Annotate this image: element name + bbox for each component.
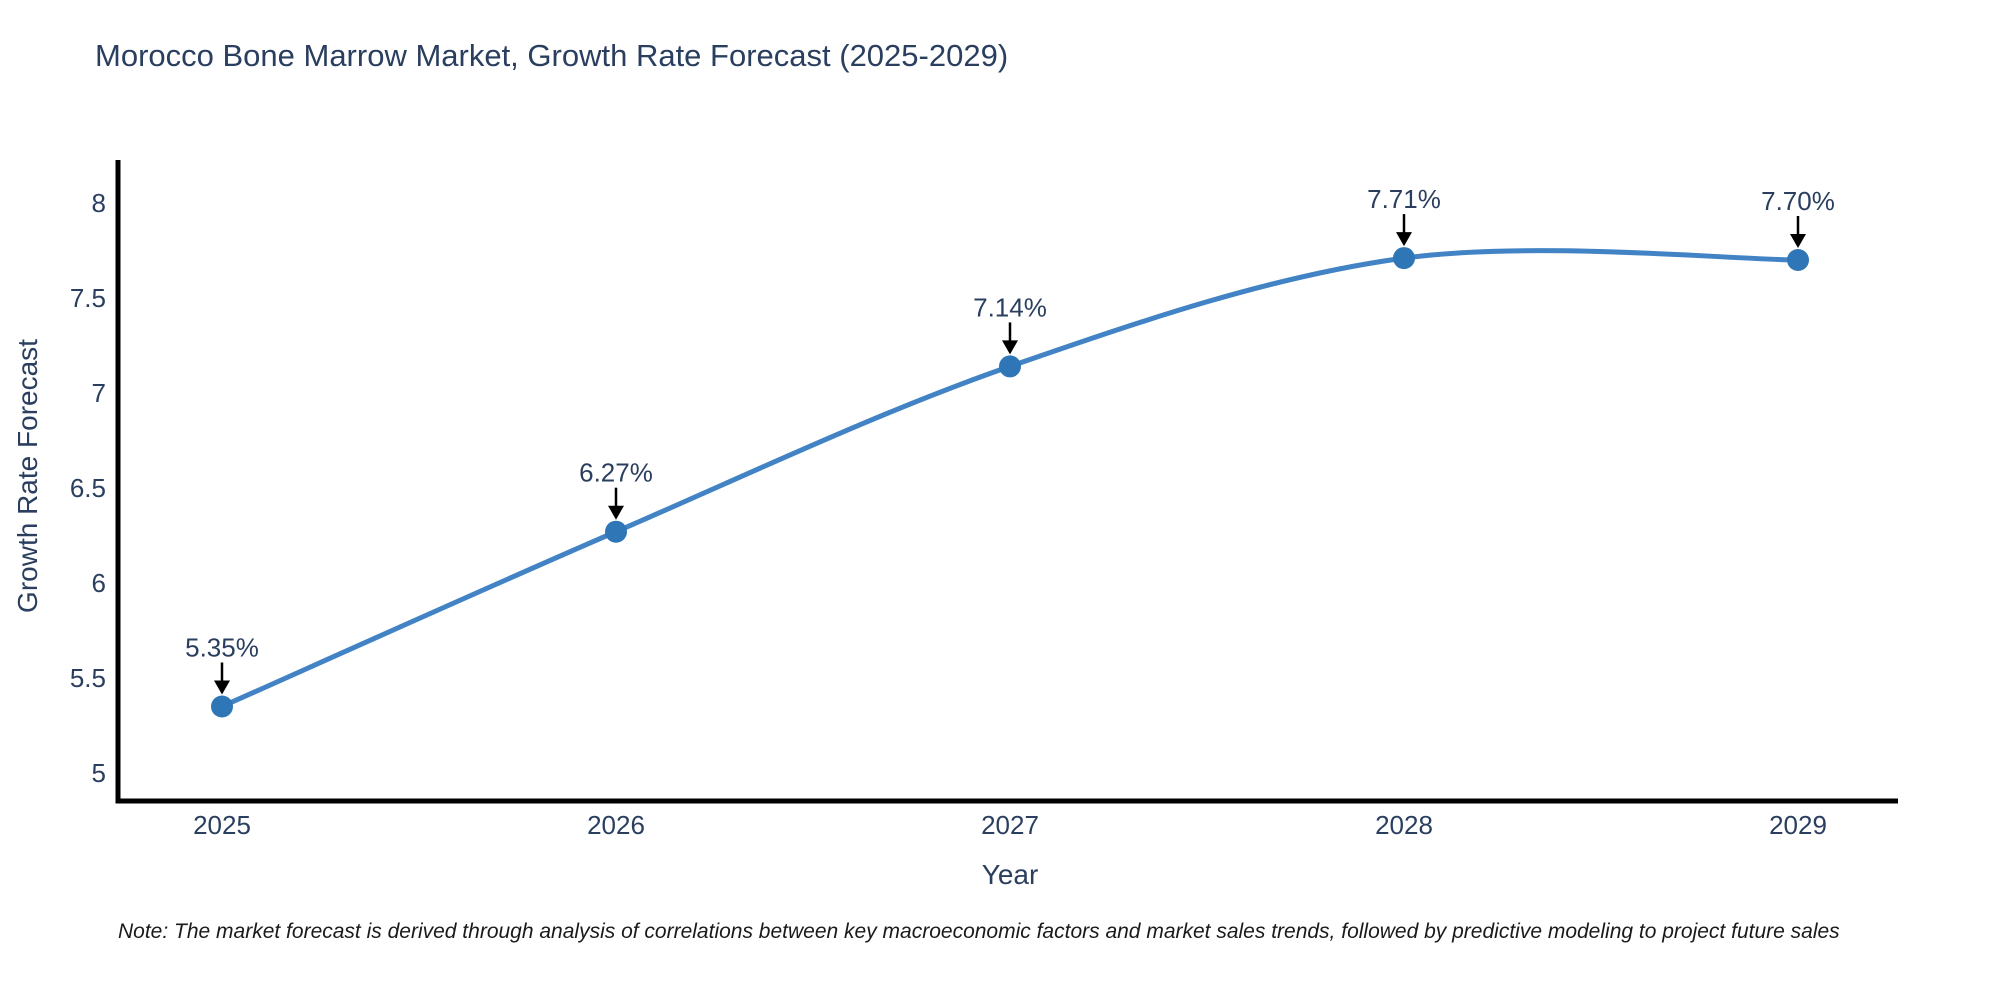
annotation-arrowhead-icon <box>1002 340 1018 355</box>
y-tick-label: 8 <box>92 188 106 218</box>
y-tick-label: 6.5 <box>70 473 106 503</box>
x-tick-label: 2025 <box>193 810 251 840</box>
axis-spines <box>115 160 1898 804</box>
y-tick-label: 5 <box>92 758 106 788</box>
x-tick-label: 2029 <box>1769 810 1827 840</box>
y-tick-label: 7.5 <box>70 283 106 313</box>
annotation-arrowhead-icon <box>1396 232 1412 247</box>
data-point-marker <box>605 520 627 543</box>
y-axis-title: Growth Rate Forecast <box>12 339 43 613</box>
annotation-label: 7.71% <box>1367 184 1441 214</box>
annotation-arrowhead-icon <box>214 680 230 695</box>
y-tick-label: 6 <box>92 568 106 598</box>
annotation-arrowhead-icon <box>1790 234 1806 248</box>
chart-title: Morocco Bone Marrow Market, Growth Rate … <box>95 38 1009 73</box>
x-tick-label: 2028 <box>1375 810 1433 840</box>
footnote: Note: The market forecast is derived thr… <box>118 920 1840 943</box>
y-tick-label: 5.5 <box>70 663 106 693</box>
data-point-marker <box>1787 249 1809 271</box>
data-point-marker <box>999 355 1021 378</box>
annotation-arrowhead-icon <box>608 505 624 520</box>
annotation-label: 7.70% <box>1761 186 1835 216</box>
x-axis-title: Year <box>981 859 1039 890</box>
x-tick-label: 2026 <box>587 810 645 840</box>
data-point-marker <box>1393 247 1415 270</box>
annotation-label: 5.35% <box>185 633 259 663</box>
y-tick-label: 7 <box>92 378 106 408</box>
annotation-label: 6.27% <box>579 458 653 488</box>
x-tick-label: 2027 <box>981 810 1039 840</box>
data-point-marker <box>211 695 233 718</box>
annotation-label: 7.14% <box>973 292 1047 322</box>
